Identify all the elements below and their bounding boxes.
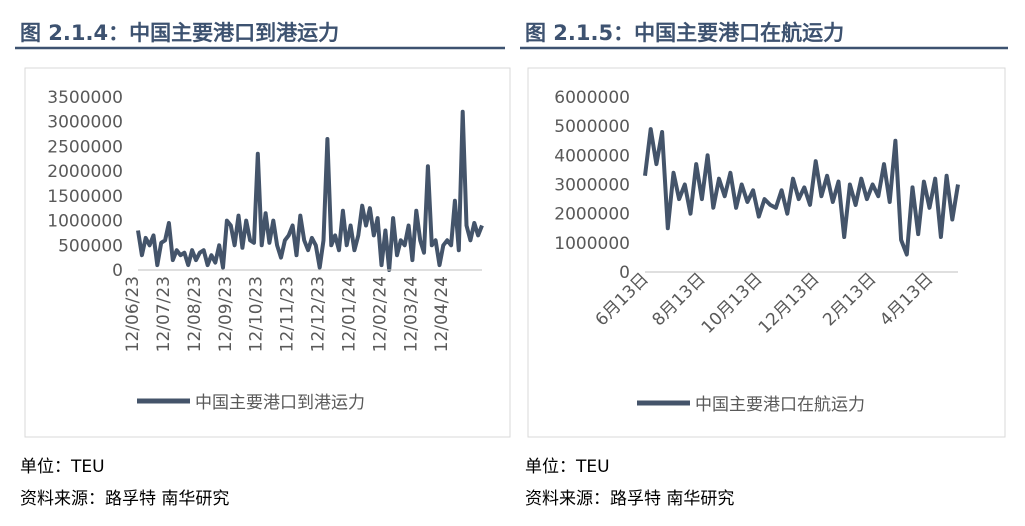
y-tick-label: 3000000 [554,176,630,196]
x-tick-label: 12/10/23 [247,276,267,352]
legend-label: 中国主要港口在航运力 [695,395,865,415]
x-tick-label: 2月13日 [819,269,880,330]
x-tick-label: 12/06/23 [123,276,143,352]
chart-frame [527,67,1006,438]
y-tick-label: 1000000 [554,234,630,254]
panel-title: 图 2.1.5：中国主要港口在航运力 [525,21,844,45]
source-note: 资料来源：路孚特 南华研究 [525,489,734,509]
y-tick-label: 3500000 [47,88,123,108]
x-tick-label: 12/02/24 [370,276,390,352]
y-tick-label: 1500000 [47,187,123,207]
y-tick-label: 2000000 [554,205,630,225]
x-tick-label: 12/08/23 [185,276,205,352]
x-tick-label: 12/07/23 [154,276,174,352]
y-tick-label: 1000000 [47,212,123,232]
y-tick-label: 4000000 [554,146,630,166]
unit-note: 单位：TEU [20,457,105,477]
panel-title: 图 2.1.4：中国主要港口到港运力 [20,21,339,45]
data-line [136,109,484,272]
unit-note: 单位：TEU [525,457,610,477]
y-tick-label: 500000 [58,236,123,256]
x-tick-label: 12/09/23 [216,276,236,352]
x-tick-label: 12月13日 [755,269,824,338]
y-tick-label: 2500000 [47,137,123,157]
x-tick-label: 10月13日 [698,269,767,338]
x-tick-label: 12/03/24 [401,276,421,352]
x-tick-label: 12/04/24 [432,276,452,352]
x-tick-label: 12/01/24 [339,276,359,352]
source-note: 资料来源：路孚特 南华研究 [20,489,229,509]
y-tick-label: 0 [619,263,630,283]
y-tick-label: 5000000 [554,117,630,137]
x-tick-label: 12/11/23 [278,276,298,352]
x-tick-label: 4月13日 [876,269,937,330]
legend-label: 中国主要港口到港运力 [195,393,365,413]
y-tick-label: 3000000 [47,113,123,133]
chart-frame [24,67,511,438]
y-tick-label: 6000000 [554,88,630,108]
x-tick-label: 12/12/23 [309,276,329,352]
data-line [643,127,960,257]
y-tick-label: 0 [112,261,123,281]
y-tick-label: 2000000 [47,162,123,182]
